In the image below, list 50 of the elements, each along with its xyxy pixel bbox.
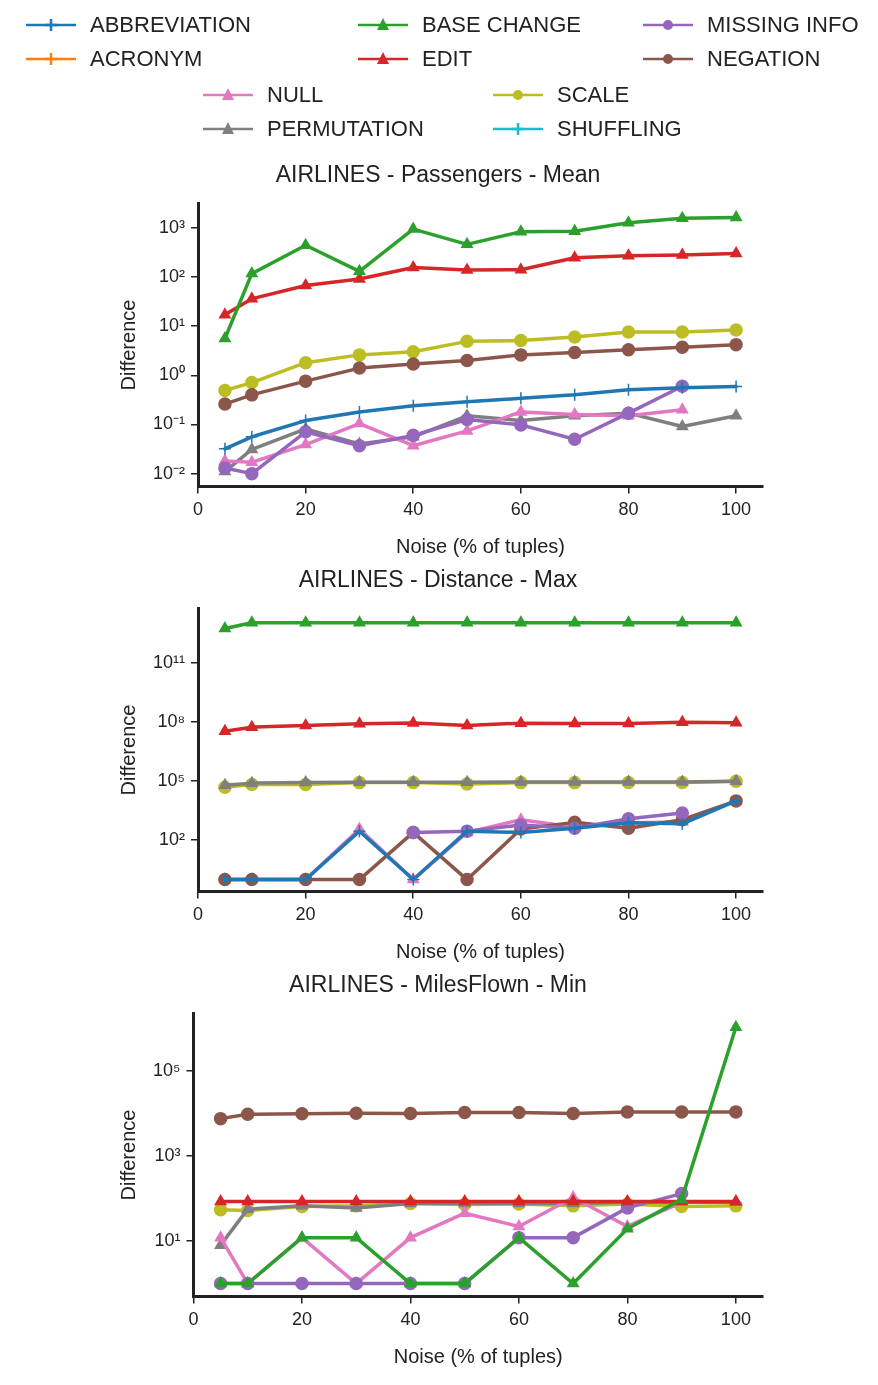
y-tick-label: 10⁸ — [157, 711, 186, 732]
y-tick-label: 10³ — [159, 216, 186, 237]
x-axis-title: Noise (% of tuples) — [396, 939, 565, 962]
x-tick-label: 0 — [193, 499, 204, 520]
x-tick-label: 40 — [403, 499, 424, 520]
y-tick-label: 10⁻¹ — [153, 413, 186, 434]
y-tick-label: 10⁵ — [157, 770, 186, 791]
x-tick-label: 60 — [508, 1309, 529, 1330]
x-tick-label: 100 — [720, 1309, 751, 1330]
legend-label: MISSING INFO — [707, 12, 859, 38]
legend-label: BASE CHANGE — [422, 12, 581, 38]
x-axis-title: Noise (% of tuples) — [393, 1344, 563, 1367]
x-tick-label: 20 — [291, 1309, 312, 1330]
legend-label: ACRONYM — [90, 46, 203, 72]
x-tick-label: 80 — [617, 1309, 638, 1330]
x-tick-label: 60 — [510, 499, 531, 520]
y-axis-title: Difference — [116, 299, 139, 391]
x-tick-label: 0 — [193, 904, 204, 925]
chart-title: AIRLINES - MilesFlown - Min — [289, 971, 587, 998]
legend-label: SHUFFLING — [557, 116, 682, 142]
x-tick-label: 40 — [400, 1309, 421, 1330]
y-tick-label: 10² — [158, 829, 186, 850]
x-tick-label: 20 — [295, 499, 316, 520]
y-tick-label: 10³ — [154, 1144, 181, 1165]
x-tick-label: 60 — [510, 904, 531, 925]
x-tick-label: 80 — [618, 499, 639, 520]
chart-title: AIRLINES - Distance - Max — [298, 566, 578, 593]
y-axis-title: Difference — [116, 704, 139, 796]
y-axis-title: Difference — [116, 1109, 139, 1201]
legend-label: NEGATION — [707, 46, 821, 72]
y-tick-label: 10⁰ — [158, 364, 186, 385]
y-tick-label: 10¹¹ — [152, 652, 186, 673]
legend-label: ABBREVIATION — [90, 12, 251, 38]
y-tick-label: 10⁵ — [153, 1059, 181, 1080]
x-tick-label: 100 — [721, 904, 752, 925]
x-axis-title: Noise (% of tuples) — [396, 534, 565, 557]
chart-title: AIRLINES - Passengers - Mean — [275, 161, 601, 188]
legend-label: NULL — [267, 82, 324, 108]
legend-label: SCALE — [557, 82, 630, 108]
legend-label: PERMUTATION — [267, 116, 424, 142]
x-tick-label: 80 — [618, 904, 639, 925]
x-tick-label: 0 — [188, 1309, 199, 1330]
y-tick-label: 10¹ — [154, 1229, 181, 1250]
y-tick-label: 10¹ — [159, 315, 186, 336]
x-tick-label: 100 — [721, 499, 752, 520]
legend-label: EDIT — [422, 46, 473, 72]
y-tick-label: 10² — [159, 265, 186, 286]
y-tick-label: 10⁻² — [153, 462, 186, 483]
x-tick-label: 40 — [403, 904, 424, 925]
x-tick-label: 20 — [295, 904, 316, 925]
